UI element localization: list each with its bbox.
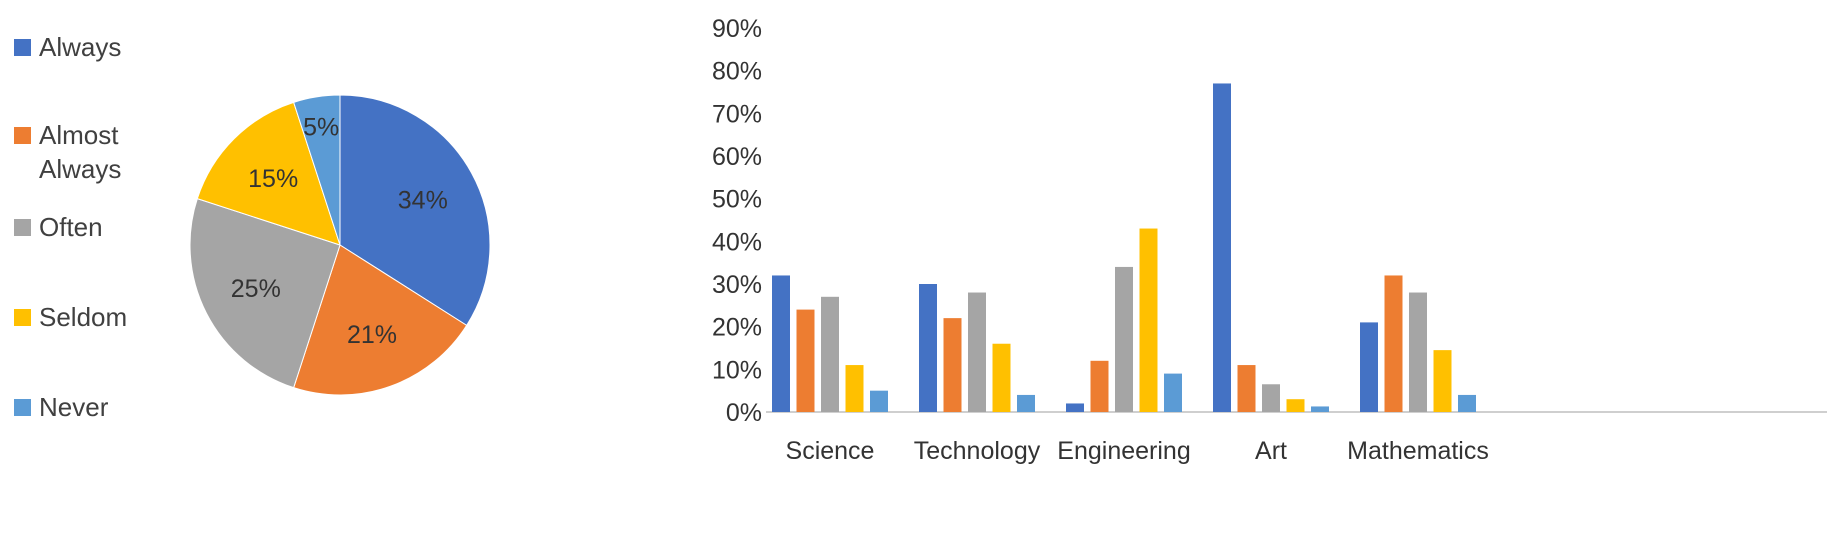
y-tick-label: 30% [712, 271, 762, 299]
pie-slice-never [293, 95, 341, 246]
legend-label: Never [39, 392, 109, 422]
y-tick-label: 50% [712, 186, 762, 214]
bar-art-never [1311, 406, 1329, 412]
pie-value-label: 34% [398, 186, 448, 214]
bar-engineering-almost-always [1090, 360, 1109, 412]
y-tick-label: 70% [712, 100, 762, 128]
legend-item-always: Always [14, 30, 159, 64]
pie-value-label: 5% [303, 113, 339, 141]
bar-science-always [772, 275, 790, 412]
legend-label: Seldom [39, 302, 128, 332]
bar-art-always [1213, 83, 1231, 412]
bar-science-often [821, 296, 839, 412]
bar-chart: 0% 10% 20% 30% 40% 50% 60% 70% 80% 90% Science Tech… [712, 15, 1827, 465]
y-tick-label: 0% [726, 399, 762, 427]
x-tick-label-engineering: Engineering [1057, 437, 1190, 465]
legend-item-often: Often [14, 210, 159, 244]
x-tick-label-technology: Technology [914, 437, 1041, 465]
x-tick-label-mathematics: Mathematics [1347, 437, 1489, 465]
bar-technology-often [968, 292, 986, 412]
bar-science-almost-always [796, 309, 815, 412]
legend-label: Almost Always [39, 120, 122, 184]
legend-item-never: Never [14, 390, 159, 424]
legend-swatch [14, 399, 31, 416]
bar-mathematics-seldom [1433, 350, 1452, 412]
pie-slice-always [339, 95, 491, 327]
legend-swatch [14, 39, 31, 56]
legend-item-almost-always: Almost Always [14, 118, 159, 186]
bar-art-almost-always [1237, 365, 1256, 412]
legend-swatch [14, 309, 31, 326]
bar-science-seldom [845, 365, 864, 412]
pie-value-label: 15% [248, 165, 298, 193]
bar-technology-seldom [992, 343, 1011, 412]
bar-mathematics-often [1409, 292, 1427, 412]
pie-legend: Always Almost Always Often Seldom Never [14, 30, 174, 500]
bar-mathematics-always [1360, 322, 1378, 412]
bar-engineering-always [1066, 403, 1084, 412]
bar-mathematics-almost-always [1384, 275, 1403, 412]
bar-engineering-never [1164, 373, 1182, 412]
pie-slice-seldom [196, 101, 341, 246]
legend-label: Often [39, 212, 103, 242]
bar-engineering-often [1115, 266, 1133, 412]
legend-label: Always [39, 32, 122, 62]
bar-engineering-seldom [1139, 228, 1158, 412]
pie-value-label: 25% [231, 275, 281, 303]
legend-swatch [14, 219, 31, 236]
legend-item-seldom: Seldom [14, 300, 159, 334]
bar-art-seldom [1286, 399, 1305, 412]
y-tick-label: 60% [712, 143, 762, 171]
y-tick-label: 40% [712, 228, 762, 256]
pie-chart: 34% 21% 25% 15%5% [190, 95, 491, 396]
bar-technology-never [1017, 394, 1035, 412]
bar-mathematics-never [1458, 394, 1476, 412]
legend-swatch [14, 127, 31, 144]
y-tick-label: 10% [712, 356, 762, 384]
y-tick-label: 20% [712, 314, 762, 342]
y-tick-label: 90% [712, 15, 762, 43]
pie-value-label: 21% [347, 321, 397, 349]
x-tick-label-art: Art [1255, 437, 1287, 465]
bar-science-never [870, 390, 888, 412]
y-tick-label: 80% [712, 58, 762, 86]
x-tick-label-science: Science [786, 437, 875, 465]
pie-slice-almost-always [293, 244, 468, 396]
bar-technology-almost-always [943, 318, 962, 412]
bar-art-often [1262, 384, 1280, 412]
pie-slice-often [190, 198, 341, 389]
bar-technology-always [919, 284, 937, 412]
